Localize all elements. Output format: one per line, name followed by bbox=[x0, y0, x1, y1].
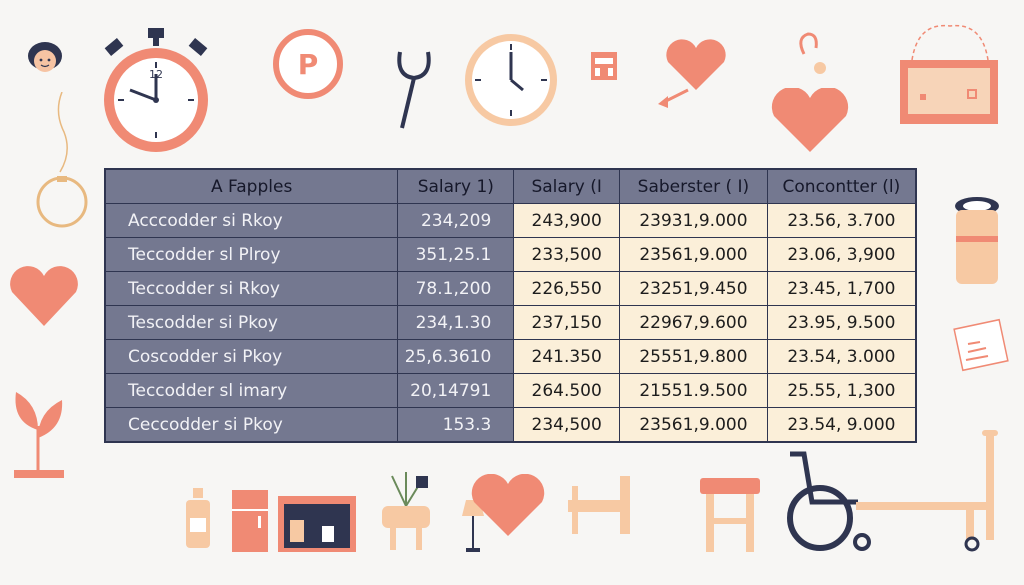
plant-pot-icon bbox=[382, 472, 430, 550]
row-name-cell: Teccodder si Rkoy bbox=[104, 271, 399, 306]
salary-cell: 226,550 bbox=[513, 271, 621, 306]
bottle-icon bbox=[186, 488, 210, 548]
ribbon-icon bbox=[799, 32, 826, 74]
salary-cell: 351,25.1 bbox=[397, 237, 515, 272]
value-cell: 23.56, 3.700 bbox=[766, 203, 917, 238]
value-cell: 22967,9.600 bbox=[619, 305, 768, 340]
row-name-cell: Tescodder si Pkoy bbox=[104, 305, 399, 340]
heart-icon bbox=[10, 266, 78, 326]
salary-cell: 234,1.30 bbox=[397, 305, 515, 340]
sprout-icon bbox=[14, 392, 64, 478]
row-name-cell: Ceccodder si Pkoy bbox=[104, 407, 399, 443]
salary-cell: 78.1,200 bbox=[397, 271, 515, 306]
salary-cell: 243,900 bbox=[513, 203, 621, 238]
value-cell: 23.54, 9.000 bbox=[766, 407, 917, 443]
table-row: Teccodder sl Plroy 351,25.1 233,500 2356… bbox=[104, 237, 917, 272]
pill-box-icon bbox=[591, 52, 617, 80]
stool-icon bbox=[700, 478, 760, 552]
row-name-cell: Teccodder sl imary bbox=[104, 373, 399, 408]
stopwatch-icon: 12 bbox=[104, 28, 208, 152]
header-cell: Salary (I bbox=[513, 168, 621, 204]
chair-icon bbox=[568, 476, 630, 534]
value-cell: 23.95, 9.500 bbox=[766, 305, 917, 340]
salary-cell: 234,500 bbox=[513, 407, 621, 443]
salary-cell: 20,14791 bbox=[397, 373, 515, 408]
table-row: Ceccodder si Pkoy 153.3 234,500 23561,9.… bbox=[104, 407, 917, 443]
salary-cell: 264.500 bbox=[513, 373, 621, 408]
header-row: A Fapples Salary 1) Salary (I Saberster … bbox=[104, 168, 917, 204]
necklace-icon bbox=[36, 92, 88, 228]
table-row: Tescodder si Pkoy 234,1.30 237,150 22967… bbox=[104, 305, 917, 340]
table-row: Acccodder si Rkoy 234,209 243,900 23931,… bbox=[104, 203, 917, 238]
salary-table: A Fapples Salary 1) Salary (I Saberster … bbox=[104, 168, 917, 443]
value-cell: 25.55, 1,300 bbox=[766, 373, 917, 408]
table-row: Teccodder si Rkoy 78.1,200 226,550 23251… bbox=[104, 271, 917, 306]
shelf-icon bbox=[278, 496, 356, 552]
stethoscope-icon bbox=[397, 51, 431, 129]
value-cell: 23931,9.000 bbox=[619, 203, 768, 238]
value-cell: 23.54, 3.000 bbox=[766, 339, 917, 374]
header-cell: A Fapples bbox=[104, 168, 399, 204]
row-name-cell: Acccodder si Rkoy bbox=[104, 203, 399, 238]
salary-cell: 153.3 bbox=[397, 407, 515, 443]
value-cell: 23561,9.000 bbox=[619, 237, 768, 272]
salary-cell: 233,500 bbox=[513, 237, 621, 272]
avatar-icon bbox=[28, 42, 62, 72]
header-cell: Salary 1) bbox=[397, 168, 515, 204]
cabinet-icon bbox=[900, 24, 998, 124]
header-cell: Concontter (l) bbox=[766, 168, 917, 204]
row-name-cell: Coscodder si Pkoy bbox=[104, 339, 399, 374]
heart-with-arrow-icon bbox=[658, 39, 726, 108]
heart-icon bbox=[471, 474, 545, 536]
salary-cell: 241.350 bbox=[513, 339, 621, 374]
salary-cell: 237,150 bbox=[513, 305, 621, 340]
refrigerator-icon bbox=[232, 490, 268, 552]
value-cell: 23.45, 1,700 bbox=[766, 271, 917, 306]
value-cell: 21551.9.500 bbox=[619, 373, 768, 408]
value-cell: 23561,9.000 bbox=[619, 407, 768, 443]
table-row: Teccodder sl imary 20,14791 264.500 2155… bbox=[104, 373, 917, 408]
salary-cell: 234,209 bbox=[397, 203, 515, 238]
row-name-cell: Teccodder sl Plroy bbox=[104, 237, 399, 272]
note-icon bbox=[953, 318, 1009, 372]
wall-clock-icon bbox=[465, 34, 557, 126]
bed-icon bbox=[856, 430, 998, 552]
heart-icon bbox=[771, 88, 849, 152]
header-cell: Saberster ( I) bbox=[619, 168, 768, 204]
wheelchair-icon bbox=[787, 451, 871, 551]
parking-sign-icon: P bbox=[273, 29, 343, 99]
value-cell: 23251,9.450 bbox=[619, 271, 768, 306]
table-row: Coscodder si Pkoy 25,6.3610 241.350 2555… bbox=[104, 339, 917, 374]
salary-cell: 25,6.3610 bbox=[397, 339, 515, 374]
jar-icon bbox=[955, 197, 999, 284]
parking-letter: P bbox=[298, 48, 319, 81]
value-cell: 25551,9.800 bbox=[619, 339, 768, 374]
value-cell: 23.06, 3,900 bbox=[766, 237, 917, 272]
